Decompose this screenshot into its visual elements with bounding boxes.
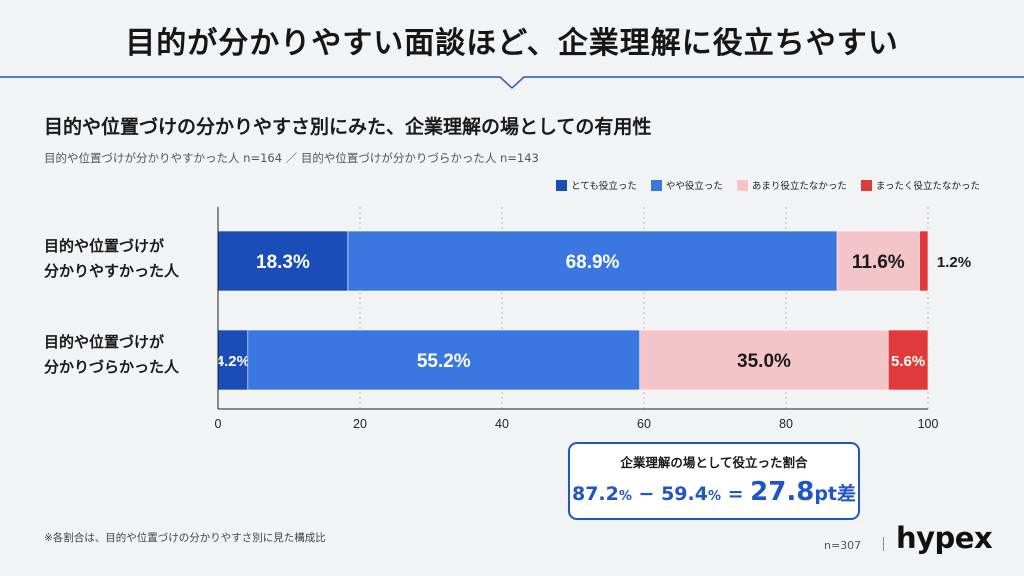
legend-label: とても役立った (571, 181, 637, 192)
minus-sign: − (638, 483, 655, 505)
summary-equation: 87.2% − 59.4% = 27.8pt差 (570, 477, 858, 507)
bar-segment (347, 230, 838, 292)
legend-swatch (860, 179, 872, 191)
headline: 目的が分かりやすい面談ほど、企業理解に役立ちやすい (125, 26, 899, 61)
legend-swatch (650, 179, 662, 191)
chart-subtitle: 目的や位置づけの分かりやすさ別にみた、企業理解の場としての有用性 (44, 116, 652, 138)
bar-segment (919, 230, 929, 292)
data-label: 1.2% (937, 254, 971, 271)
footer-divider (883, 537, 884, 551)
bar-segment (887, 329, 929, 391)
data-label: 18.3% (256, 252, 310, 273)
stacked-bar-chart: 18.3% 68.9% 11.6% 1.2% 4.2% 55.2% 35.0% 5.6% 0 20… (215, 207, 971, 431)
legend-item: まったく役立たなかった (860, 178, 980, 192)
percent-sign: % (618, 489, 632, 504)
data-label: 55.2% (417, 351, 471, 372)
chart-legend: とても役立った やや役立った あまり役立たなかった まったく役立たなかった (556, 178, 980, 192)
legend-item: やや役立った (650, 178, 723, 192)
legend-item: とても役立った (556, 178, 637, 192)
x-tick-label: 0 (215, 417, 222, 431)
data-label: 35.0% (737, 351, 791, 372)
footnote: ※各割合は、目的や位置づけの分かりやすさ別に見た構成比 (44, 532, 326, 544)
legend-swatch (736, 179, 748, 191)
category-label: 目的や位置づけが 分かりやすかった人 (44, 237, 180, 280)
legend-label: まったく役立たなかった (875, 181, 980, 192)
summary-diff-unit: pt差 (814, 483, 857, 505)
x-tick-label: 80 (779, 417, 793, 431)
bar-segment (639, 329, 889, 391)
sample-size-note: 目的や位置づけが分かりやすかった人 n=164 ／ 目的や位置づけが分かりづらか… (44, 151, 539, 165)
data-label: 5.6% (891, 353, 925, 370)
legend-label: やや役立った (665, 181, 723, 192)
equals-sign: = (727, 483, 744, 505)
summary-value-a: 87.2 (571, 483, 619, 505)
bar-segment (247, 329, 641, 391)
percent-sign: % (707, 489, 721, 504)
data-label: 4.2% (216, 353, 250, 370)
legend-label: あまり役立たなかった (751, 181, 847, 192)
data-label: 68.9% (566, 252, 620, 273)
category-label: 目的や位置づけが 分かりづらかった人 (44, 333, 180, 376)
summary-title: 企業理解の場として役立った割合 (620, 455, 808, 470)
x-tick-label: 20 (353, 417, 367, 431)
legend-item: あまり役立たなかった (736, 178, 847, 192)
summary-box: 企業理解の場として役立った割合 87.2% − 59.4% = 27.8pt差 (568, 442, 860, 520)
data-label: 11.6% (852, 252, 905, 273)
summary-diff: 27.8 (750, 477, 815, 507)
total-sample-size: n=307 (824, 539, 862, 552)
x-tick-label: 60 (637, 417, 651, 431)
header-rule (0, 76, 1024, 90)
x-tick-label: 40 (495, 417, 509, 431)
legend-swatch (556, 179, 568, 191)
brand-logo: hypex (896, 521, 993, 555)
summary-value-b: 59.4 (661, 483, 708, 505)
x-tick-label: 100 (918, 417, 939, 431)
